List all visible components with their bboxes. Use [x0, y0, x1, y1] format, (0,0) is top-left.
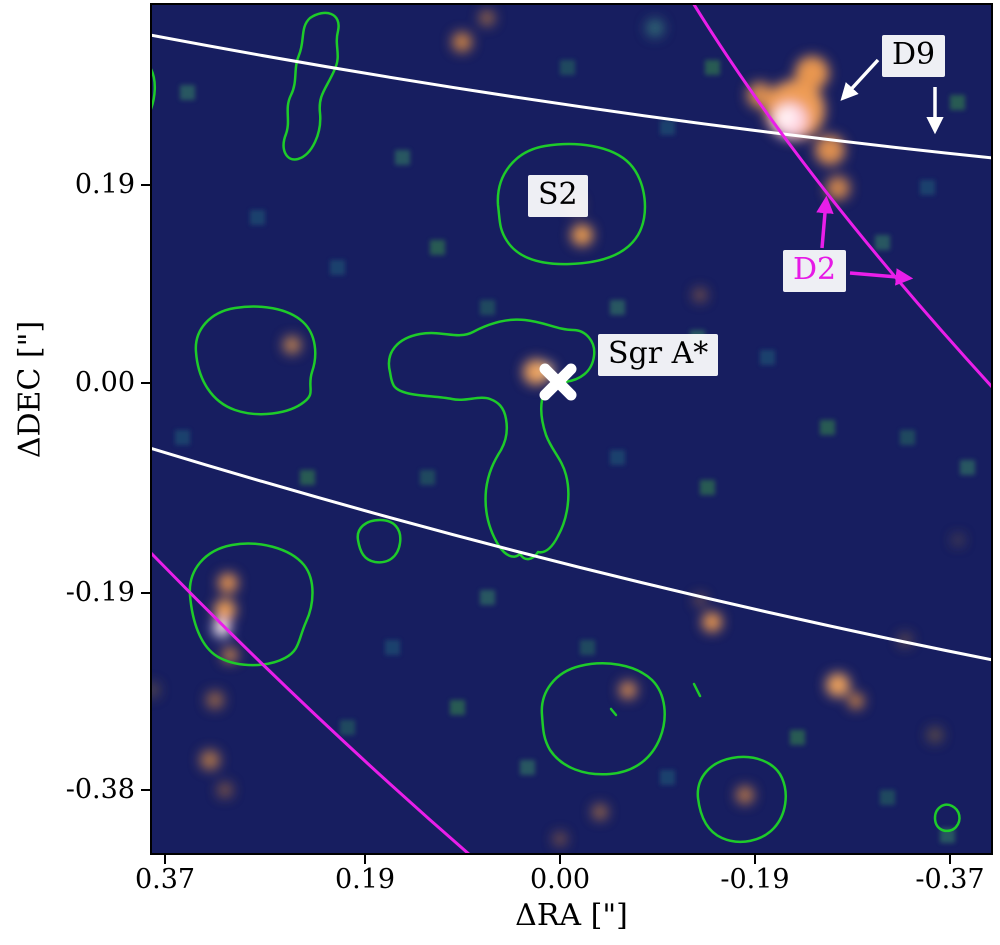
annotation-d9-label: D9	[882, 35, 946, 77]
contour-corner-tiny	[933, 803, 961, 833]
contour-bottom-left	[188, 542, 314, 667]
annotation-d2-label: D2	[783, 250, 847, 292]
contour-tiny-dash-2	[609, 707, 618, 717]
x-tick-mark	[364, 855, 366, 864]
annotation-sgr-a-label: Sgr A*	[598, 334, 719, 376]
green-contours	[150, 11, 961, 844]
x-tick-label: 0.19	[334, 864, 396, 895]
x-tick-label: -0.37	[915, 864, 985, 895]
x-tick-label: 0.00	[529, 864, 591, 895]
sgr-a-x-marker	[539, 363, 577, 401]
heatmap-canvas	[150, 3, 993, 855]
y-tick-label: 0.19	[74, 169, 135, 200]
y-tick-mark	[141, 184, 150, 186]
contour-sgra-complex	[387, 318, 596, 561]
contour-s2	[496, 142, 647, 266]
d2-arrow-right	[849, 268, 914, 286]
y-tick-mark	[141, 592, 150, 594]
x-tick-mark	[164, 855, 166, 864]
x-tick-mark	[949, 855, 951, 864]
y-tick-mark	[141, 382, 150, 384]
plot-border	[150, 3, 993, 855]
d2-arrow-up	[816, 195, 834, 249]
x-tick-label: -0.19	[720, 864, 790, 895]
contour-bottom-middle	[540, 662, 666, 776]
y-tick-label: -0.38	[65, 774, 135, 805]
x-tick-mark	[754, 855, 756, 864]
x-tick-mark	[559, 855, 561, 864]
y-tick-mark	[141, 789, 150, 791]
annotation-arrows	[816, 58, 944, 286]
contour-left-middle	[194, 305, 317, 416]
heatmap-background	[150, 3, 993, 855]
contour-top-left	[282, 11, 340, 161]
y-tick-label: 0.00	[74, 367, 135, 398]
y-tick-label: -0.19	[65, 577, 135, 608]
magenta-orbit-curves	[150, 3, 993, 855]
contour-bottom-right	[696, 755, 787, 844]
contour-tiny-dash-1	[692, 682, 702, 698]
d9-arrow-to-blob	[840, 58, 880, 101]
contour-small-center	[356, 518, 402, 564]
x-tick-label: 0.37	[134, 864, 196, 895]
x-axis-label: ΔRA ["]	[515, 898, 628, 933]
annotation-s2-label: S2	[528, 175, 588, 217]
white-orbit-curves	[150, 33, 993, 662]
plot-area: D9 S2 Sgr A* D2	[150, 3, 993, 855]
y-axis-label: ΔDEC ["]	[12, 320, 48, 459]
